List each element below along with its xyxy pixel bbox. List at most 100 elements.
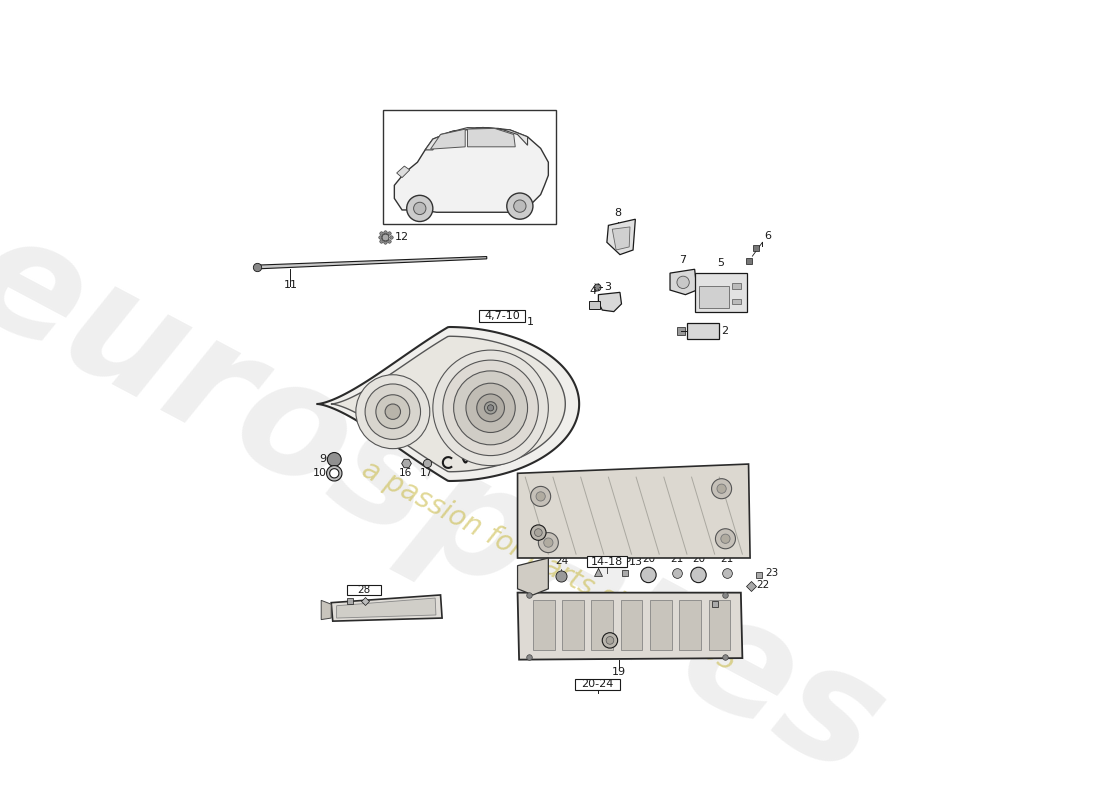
- Text: 26: 26: [716, 607, 729, 617]
- Circle shape: [443, 360, 538, 455]
- Circle shape: [484, 402, 497, 414]
- Circle shape: [476, 394, 505, 422]
- Polygon shape: [331, 595, 442, 621]
- Text: 2: 2: [722, 326, 728, 336]
- Text: 19: 19: [612, 667, 626, 677]
- Circle shape: [538, 533, 559, 553]
- Text: eurospares: eurospares: [0, 198, 908, 800]
- Text: 3: 3: [604, 282, 611, 292]
- Circle shape: [385, 404, 400, 419]
- Circle shape: [328, 453, 341, 466]
- Text: 14-18: 14-18: [591, 557, 623, 567]
- Polygon shape: [395, 127, 548, 212]
- Circle shape: [530, 486, 551, 506]
- Polygon shape: [680, 600, 701, 650]
- Polygon shape: [562, 600, 584, 650]
- Text: a passion for parts since 1985: a passion for parts since 1985: [356, 455, 740, 677]
- Circle shape: [691, 567, 706, 582]
- Circle shape: [717, 484, 726, 494]
- Polygon shape: [598, 292, 622, 311]
- Text: 28: 28: [356, 586, 371, 595]
- Text: 18: 18: [531, 539, 546, 549]
- Circle shape: [514, 200, 526, 212]
- Polygon shape: [650, 600, 671, 650]
- Polygon shape: [318, 327, 580, 481]
- Bar: [575, 679, 620, 690]
- Circle shape: [466, 383, 515, 433]
- Text: 1: 1: [527, 318, 534, 327]
- Text: 21: 21: [720, 554, 734, 564]
- Text: 14: 14: [472, 468, 486, 478]
- Polygon shape: [337, 598, 436, 618]
- Text: 15: 15: [441, 468, 455, 478]
- Polygon shape: [425, 127, 528, 150]
- Circle shape: [640, 567, 656, 582]
- Text: 20-24: 20-24: [582, 679, 614, 690]
- Polygon shape: [592, 600, 613, 650]
- Text: 27: 27: [591, 554, 604, 564]
- Text: 26: 26: [618, 554, 632, 564]
- Text: 11: 11: [284, 280, 297, 290]
- Polygon shape: [468, 128, 515, 147]
- Circle shape: [487, 405, 494, 411]
- Polygon shape: [397, 166, 409, 178]
- Polygon shape: [670, 270, 697, 294]
- Polygon shape: [534, 600, 554, 650]
- Text: 6: 6: [763, 230, 771, 241]
- Text: 21: 21: [670, 554, 683, 564]
- Bar: [732, 298, 741, 304]
- Circle shape: [720, 534, 730, 543]
- Bar: [732, 283, 741, 289]
- Circle shape: [712, 478, 732, 498]
- Text: 20: 20: [642, 554, 654, 564]
- Bar: [480, 310, 526, 322]
- Bar: [695, 273, 747, 311]
- Circle shape: [414, 202, 426, 214]
- Circle shape: [676, 276, 690, 289]
- Circle shape: [535, 529, 542, 537]
- Bar: [346, 585, 382, 595]
- Text: 12: 12: [395, 232, 408, 242]
- Polygon shape: [321, 600, 331, 619]
- Bar: [383, 110, 556, 224]
- Circle shape: [606, 637, 614, 644]
- Text: 17: 17: [420, 468, 433, 478]
- Circle shape: [530, 525, 546, 540]
- Bar: [590, 301, 600, 309]
- Text: 9: 9: [319, 454, 327, 465]
- Circle shape: [543, 538, 553, 547]
- Polygon shape: [255, 257, 486, 269]
- Polygon shape: [708, 600, 730, 650]
- Circle shape: [433, 350, 548, 466]
- Text: 23: 23: [766, 568, 779, 578]
- Circle shape: [365, 384, 420, 439]
- Text: 20: 20: [692, 554, 705, 564]
- Circle shape: [715, 529, 736, 549]
- Text: 29: 29: [359, 606, 372, 615]
- Polygon shape: [517, 593, 743, 660]
- Polygon shape: [620, 600, 642, 650]
- Text: 4,7-10: 4,7-10: [484, 311, 520, 322]
- Polygon shape: [331, 336, 565, 472]
- Bar: [587, 557, 627, 567]
- Text: 8: 8: [614, 208, 622, 218]
- Text: 7: 7: [679, 255, 686, 266]
- Text: 25: 25: [603, 647, 617, 657]
- Text: 30: 30: [343, 606, 356, 615]
- Circle shape: [507, 193, 534, 219]
- Polygon shape: [607, 219, 636, 254]
- Polygon shape: [517, 464, 750, 558]
- Circle shape: [536, 492, 546, 501]
- Circle shape: [453, 371, 528, 445]
- Text: 22: 22: [757, 580, 770, 590]
- Circle shape: [407, 195, 432, 222]
- Circle shape: [376, 394, 409, 429]
- Text: 4: 4: [588, 286, 596, 296]
- Circle shape: [355, 374, 430, 449]
- Text: 16: 16: [399, 468, 412, 478]
- Bar: [698, 286, 729, 308]
- Bar: [686, 323, 719, 338]
- Polygon shape: [613, 227, 630, 250]
- Text: 13: 13: [628, 557, 642, 567]
- Text: 24: 24: [554, 556, 568, 566]
